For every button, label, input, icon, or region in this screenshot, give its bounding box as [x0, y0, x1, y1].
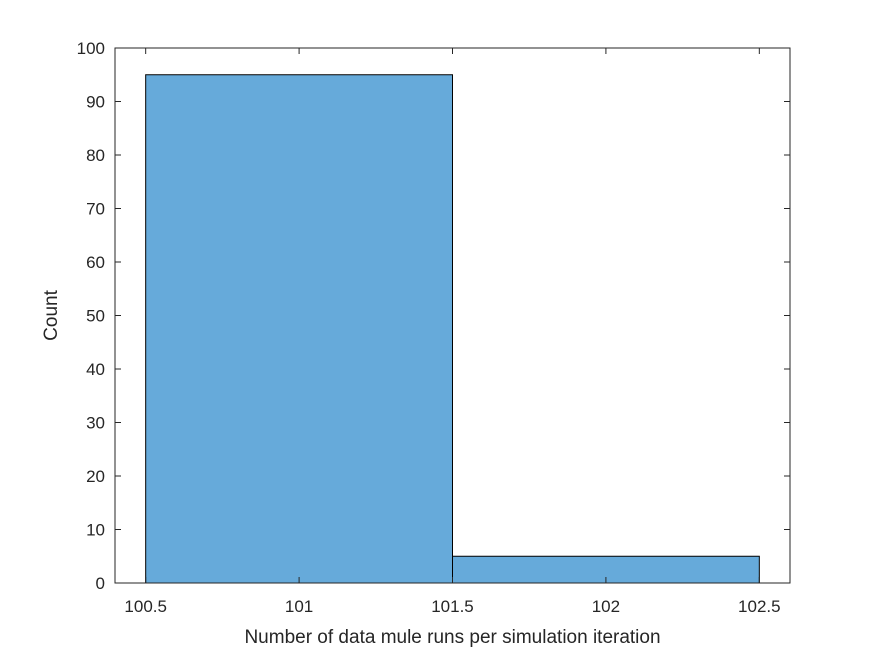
y-tick-label: 30 [86, 414, 105, 433]
y-tick-label: 10 [86, 521, 105, 540]
y-tick-label: 50 [86, 307, 105, 326]
y-tick-label: 100 [77, 39, 105, 58]
y-tick-label: 80 [86, 146, 105, 165]
y-tick-label: 70 [86, 200, 105, 219]
y-tick-label: 0 [96, 574, 105, 593]
x-tick-label: 102.5 [738, 597, 781, 616]
y-axis: 0 10 20 30 40 50 60 70 80 90 100 [77, 39, 790, 593]
x-tick-label: 102 [592, 597, 620, 616]
y-tick-label: 20 [86, 467, 105, 486]
y-tick-label: 90 [86, 93, 105, 112]
x-tick-label: 101 [285, 597, 313, 616]
bars-group [145, 74, 760, 584]
y-tick-label: 60 [86, 253, 105, 272]
y-tick-label: 40 [86, 360, 105, 379]
y-axis-label: Count [41, 289, 62, 340]
x-axis-label: Number of data mule runs per simulation … [244, 627, 660, 648]
histogram-bar-1 [145, 74, 453, 584]
x-axis: 100.5 101 101.5 102 102.5 [124, 48, 781, 616]
x-tick-label: 100.5 [124, 597, 167, 616]
x-tick-label: 101.5 [431, 597, 474, 616]
